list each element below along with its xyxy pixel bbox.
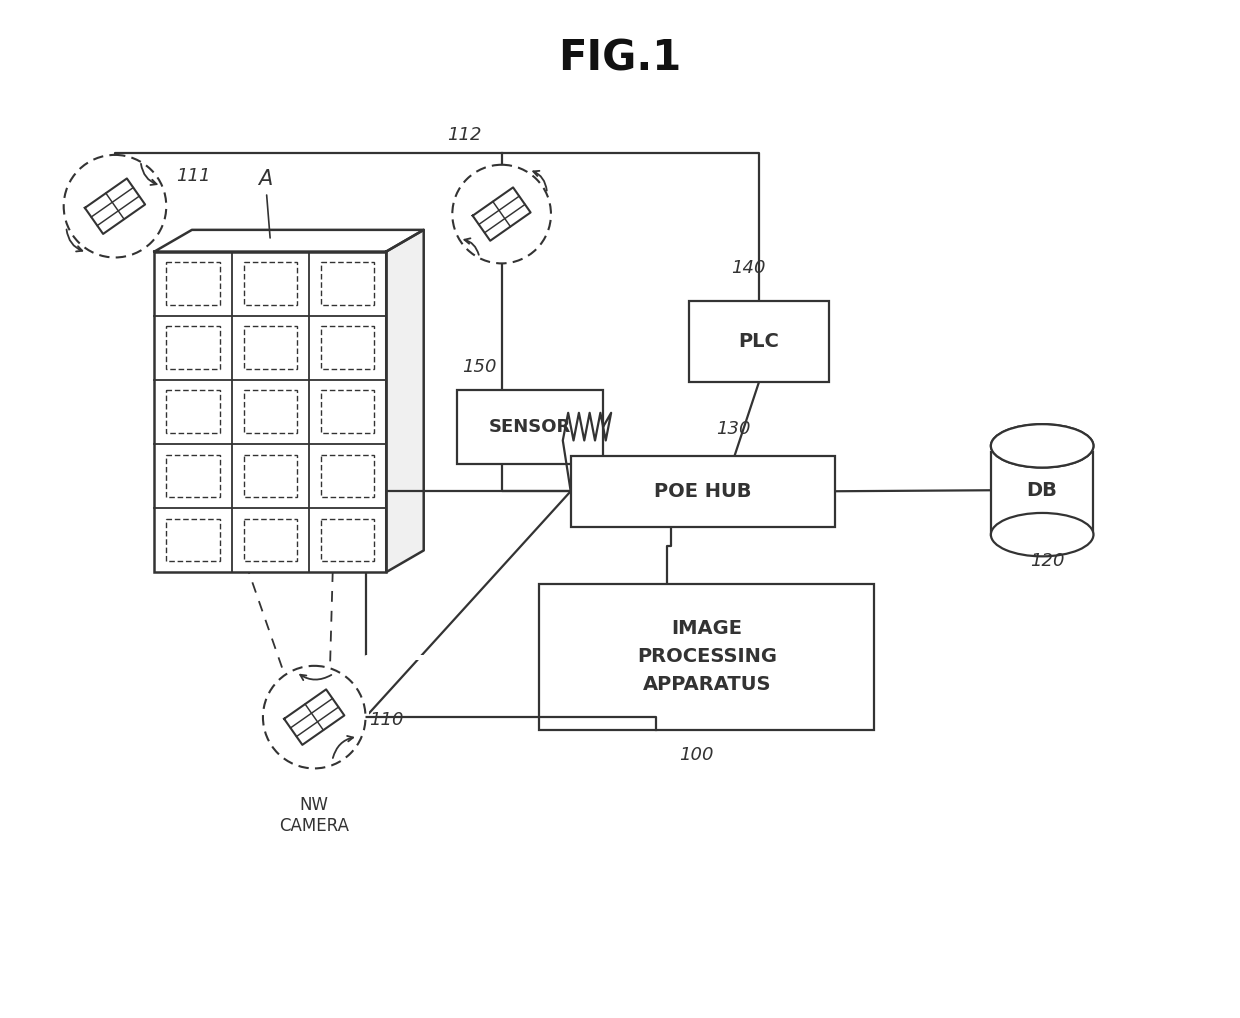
Bar bbox=[321, 391, 374, 434]
Bar bbox=[689, 301, 830, 382]
Text: 110: 110 bbox=[370, 711, 404, 729]
Text: 120: 120 bbox=[1030, 552, 1064, 570]
Text: NW
CAMERA: NW CAMERA bbox=[279, 796, 350, 835]
Bar bbox=[539, 584, 874, 730]
Bar bbox=[243, 455, 298, 498]
Circle shape bbox=[263, 666, 366, 769]
Ellipse shape bbox=[991, 425, 1094, 467]
Bar bbox=[155, 251, 386, 572]
Bar bbox=[321, 518, 374, 562]
Text: FIG.1: FIG.1 bbox=[558, 38, 682, 79]
Bar bbox=[166, 391, 219, 434]
Text: IMAGE
PROCESSING
APPARATUS: IMAGE PROCESSING APPARATUS bbox=[637, 620, 776, 694]
Text: 140: 140 bbox=[732, 260, 765, 277]
Bar bbox=[243, 263, 298, 305]
Bar bbox=[570, 456, 835, 526]
Circle shape bbox=[453, 165, 551, 264]
Text: DB: DB bbox=[1027, 480, 1058, 500]
Text: 100: 100 bbox=[680, 745, 714, 764]
Bar bbox=[243, 518, 298, 562]
Text: 112: 112 bbox=[448, 126, 482, 145]
Bar bbox=[243, 327, 298, 370]
Bar bbox=[243, 391, 298, 434]
Polygon shape bbox=[386, 230, 424, 572]
Bar bbox=[166, 327, 219, 370]
Bar bbox=[166, 263, 219, 305]
Text: 111: 111 bbox=[176, 167, 211, 184]
Text: POE HUB: POE HUB bbox=[655, 482, 751, 501]
Text: A: A bbox=[258, 169, 273, 238]
Text: PLC: PLC bbox=[739, 332, 780, 351]
Bar bbox=[166, 455, 219, 498]
Polygon shape bbox=[155, 230, 424, 251]
Bar bbox=[166, 518, 219, 562]
Bar bbox=[458, 390, 603, 463]
Bar bbox=[321, 455, 374, 498]
Text: 150: 150 bbox=[463, 358, 497, 376]
Ellipse shape bbox=[991, 425, 1094, 467]
Bar bbox=[321, 263, 374, 305]
Circle shape bbox=[63, 155, 166, 258]
Bar bbox=[321, 327, 374, 370]
Ellipse shape bbox=[991, 513, 1094, 557]
Text: 130: 130 bbox=[715, 420, 750, 438]
Text: SENSOR: SENSOR bbox=[489, 417, 572, 436]
